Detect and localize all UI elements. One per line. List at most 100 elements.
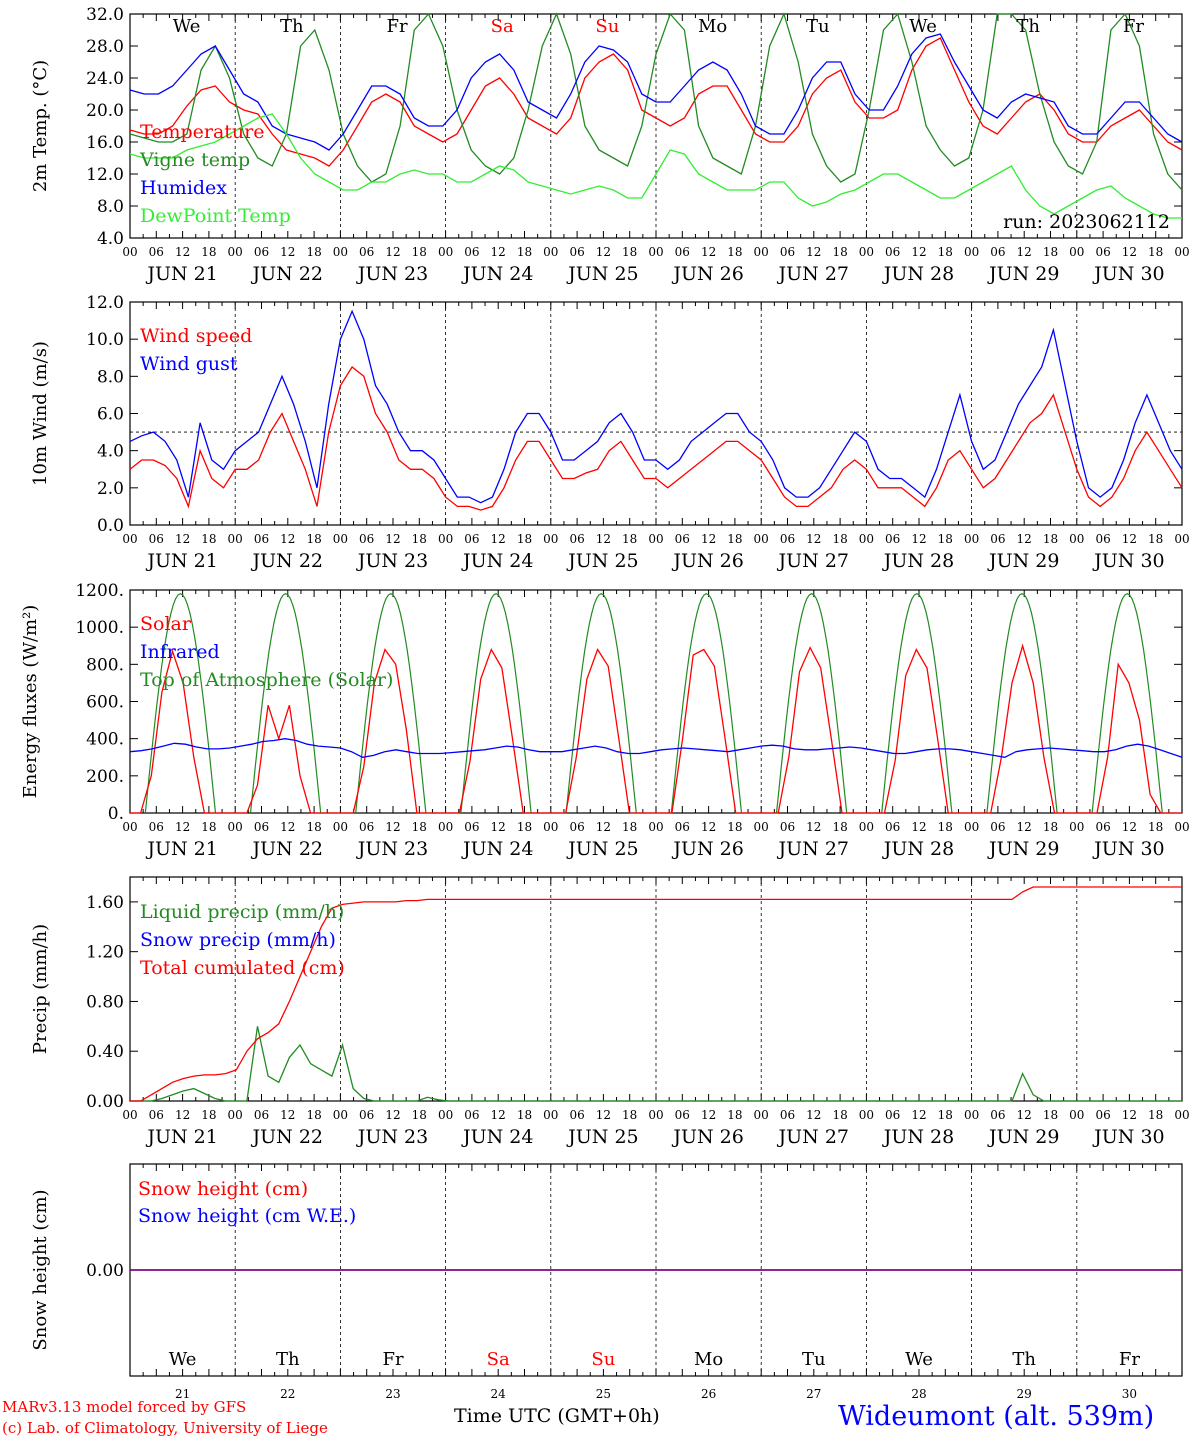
hour-tick-label: 00	[964, 532, 979, 546]
station-label: Wideumont (alt. 539m)	[838, 1401, 1155, 1432]
day-label: JUN 26	[671, 1126, 743, 1148]
hour-tick-label: 18	[1148, 245, 1163, 259]
hour-tick-label: 12	[701, 1108, 716, 1122]
hour-tick-label: 00	[964, 245, 979, 259]
footer-model-label: MARv3.13 model forced by GFS	[2, 1398, 247, 1416]
day-label: JUN 22	[251, 550, 323, 572]
hour-tick-label: 06	[885, 532, 900, 546]
y-tick-label: 0.40	[86, 1042, 124, 1062]
legend-entry: Infrared	[140, 641, 220, 663]
y-axis-title: 10m Wind (m/s)	[30, 341, 51, 486]
hour-tick-label: 12	[596, 532, 611, 546]
hour-tick-label: 12	[175, 820, 190, 834]
hour-tick-label: 06	[254, 245, 269, 259]
legend-entry: Snow height (cm)	[138, 1178, 308, 1200]
weekday-label-top: Sa	[491, 16, 514, 37]
hour-tick-label: 18	[517, 820, 532, 834]
y-tick-label: 400.	[86, 730, 124, 750]
hour-tick-label: 18	[412, 1108, 427, 1122]
hour-tick-label: 12	[911, 245, 926, 259]
hour-tick-label: 12	[701, 532, 716, 546]
hour-tick-label: 12	[806, 245, 821, 259]
hour-tick-label: 00	[543, 532, 558, 546]
weekday-label-bottom: Th	[276, 1349, 300, 1370]
day-number-label: 23	[385, 1387, 400, 1401]
hour-tick-label: 12	[596, 245, 611, 259]
weekday-label-top: Fr	[386, 16, 407, 37]
hour-tick-label: 06	[149, 245, 164, 259]
hour-tick-label: 06	[780, 245, 795, 259]
hour-tick-label: 12	[596, 820, 611, 834]
day-label: JUN 30	[1092, 838, 1164, 860]
series-line	[130, 886, 1182, 1102]
hour-tick-label: 00	[1069, 820, 1084, 834]
hour-tick-label: 18	[938, 245, 953, 259]
day-number-label: 22	[280, 1387, 295, 1401]
series-line	[130, 1026, 1182, 1102]
hour-tick-label: 12	[1122, 245, 1137, 259]
day-label: JUN 27	[777, 550, 849, 572]
hour-tick-label: 00	[648, 532, 663, 546]
hour-tick-label: 12	[911, 1108, 926, 1122]
y-tick-label: 10.0	[86, 330, 124, 350]
hour-tick-label: 18	[832, 532, 847, 546]
hour-tick-label: 18	[306, 820, 321, 834]
hour-tick-label: 18	[517, 245, 532, 259]
series-line	[130, 643, 1182, 814]
hour-tick-label: 06	[464, 532, 479, 546]
hour-tick-label: 18	[832, 820, 847, 834]
weekday-label-bottom: Tu	[802, 1349, 826, 1370]
legend-entry: Temperature	[140, 121, 264, 143]
day-label: JUN 28	[882, 263, 954, 285]
day-number-label: 29	[1017, 1387, 1032, 1401]
y-tick-label: 12.0	[86, 165, 124, 185]
y-tick-label: 8.0	[97, 197, 124, 217]
hour-tick-label: 18	[1043, 1108, 1058, 1122]
day-label: JUN 25	[566, 1126, 638, 1148]
day-label: JUN 23	[356, 838, 428, 860]
hour-tick-label: 06	[149, 820, 164, 834]
legend-entry: Snow height (cm W.E.)	[138, 1205, 356, 1227]
y-axis-title: Precip (mm/h)	[30, 924, 51, 1054]
day-number-label: 27	[806, 1387, 821, 1401]
day-label: JUN 26	[671, 550, 743, 572]
weekday-label-bottom: Sa	[487, 1349, 510, 1370]
weekday-label-top: Fr	[1123, 16, 1144, 37]
y-axis-title: 2m Temp. (°C)	[30, 60, 51, 192]
day-label: JUN 23	[356, 1126, 428, 1148]
hour-tick-label: 18	[412, 245, 427, 259]
weekday-label-bottom: Su	[591, 1349, 615, 1370]
hour-tick-label: 12	[175, 1108, 190, 1122]
hour-tick-label: 18	[517, 1108, 532, 1122]
hour-tick-label: 12	[175, 245, 190, 259]
day-label: JUN 28	[882, 838, 954, 860]
series-line	[129, 113, 1182, 219]
hour-tick-label: 06	[675, 532, 690, 546]
hour-tick-label: 18	[622, 245, 637, 259]
y-tick-label: 0.00	[86, 1092, 124, 1112]
day-label: JUN 24	[461, 550, 533, 572]
hour-tick-label: 06	[569, 820, 584, 834]
series-line	[129, 738, 1183, 758]
hour-tick-label: 18	[832, 1108, 847, 1122]
hour-tick-label: 12	[1017, 245, 1032, 259]
hour-tick-label: 06	[464, 245, 479, 259]
day-number-label: 21	[175, 1387, 190, 1401]
weekday-label-bottom: Fr	[382, 1349, 403, 1370]
hour-tick-label: 06	[885, 820, 900, 834]
hour-tick-label: 12	[1017, 820, 1032, 834]
hour-tick-label: 18	[1148, 1108, 1163, 1122]
hour-tick-label: 00	[333, 820, 348, 834]
hour-tick-label: 00	[333, 245, 348, 259]
hour-tick-label: 00	[754, 245, 769, 259]
y-tick-label: 0.	[108, 804, 124, 824]
day-label: JUN 21	[145, 263, 217, 285]
hour-tick-label: 00	[1174, 532, 1189, 546]
y-tick-label: 1000.	[75, 618, 124, 638]
hour-tick-label: 00	[648, 1108, 663, 1122]
day-number-label: 28	[911, 1387, 926, 1401]
hour-tick-label: 00	[438, 1108, 453, 1122]
hour-tick-label: 06	[885, 245, 900, 259]
hour-tick-label: 12	[806, 532, 821, 546]
hour-tick-label: 00	[1174, 1108, 1189, 1122]
